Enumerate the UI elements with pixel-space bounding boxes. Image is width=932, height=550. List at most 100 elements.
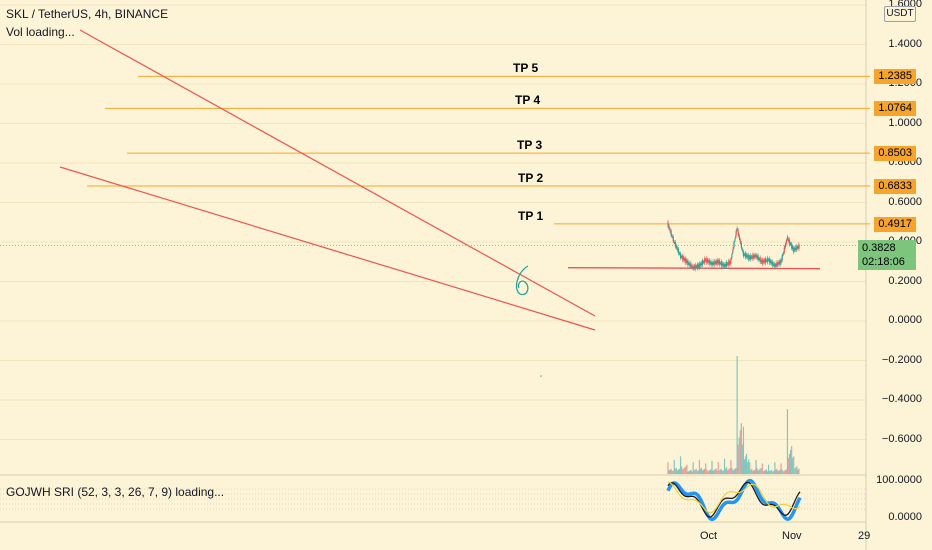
volume-bar bbox=[676, 470, 679, 474]
volume-bar bbox=[755, 459, 757, 474]
candle-body bbox=[719, 263, 721, 265]
volume-bar bbox=[742, 426, 745, 474]
volume-bar bbox=[683, 468, 685, 474]
candle-body bbox=[775, 265, 777, 267]
candle-body bbox=[789, 243, 792, 245]
volume-bar bbox=[726, 467, 728, 474]
candle-body bbox=[736, 228, 738, 230]
volume-bar bbox=[721, 471, 724, 474]
volume-bar bbox=[789, 449, 792, 474]
volume-bar bbox=[669, 469, 671, 474]
candle-body bbox=[679, 253, 682, 259]
volume-bar bbox=[788, 453, 791, 474]
price-tick-label: 1.0000 bbox=[888, 116, 922, 129]
candle-body bbox=[766, 257, 769, 263]
price-tick-label: 0.6000 bbox=[888, 195, 922, 208]
candle-body bbox=[705, 259, 707, 261]
volume-bar bbox=[775, 469, 777, 474]
price-tick-label: −0.4000 bbox=[881, 393, 922, 405]
candle-body bbox=[687, 260, 689, 266]
candle-body bbox=[690, 264, 692, 267]
candle-body bbox=[793, 247, 795, 253]
candle-body bbox=[751, 257, 753, 259]
volume-bar bbox=[752, 471, 754, 474]
candle-body bbox=[684, 258, 686, 261]
candle-body bbox=[755, 254, 757, 258]
candle-body bbox=[722, 263, 725, 267]
candle-body bbox=[772, 261, 774, 267]
candle-body bbox=[783, 247, 785, 253]
volume-bar bbox=[732, 470, 734, 474]
volume-bar bbox=[679, 456, 682, 474]
volume-bar bbox=[715, 468, 717, 474]
tp-price-tag: 1.0764 bbox=[874, 101, 916, 117]
candlestick-series bbox=[667, 219, 801, 272]
currency-button[interactable]: USDT bbox=[884, 6, 916, 22]
candle-body bbox=[683, 257, 685, 260]
volume-bar bbox=[682, 469, 684, 474]
candle-body bbox=[767, 259, 770, 261]
take-profit-lines bbox=[87, 75, 870, 225]
candle-body bbox=[710, 263, 712, 265]
candle-body bbox=[721, 263, 724, 266]
candle-body bbox=[729, 261, 731, 264]
volume-bar bbox=[780, 463, 782, 474]
volume-bar bbox=[727, 470, 729, 474]
wave-6-annotation bbox=[515, 265, 529, 296]
candle-body bbox=[738, 235, 740, 238]
volume-bar bbox=[795, 467, 797, 474]
stray-dot bbox=[540, 375, 542, 377]
tp-price-tag: 0.4917 bbox=[874, 216, 916, 232]
volume-bar bbox=[667, 462, 669, 474]
grid-lines bbox=[0, 4, 866, 510]
price-tick-label: 0.0000 bbox=[888, 314, 922, 326]
time-tick-nov: Nov bbox=[782, 530, 802, 542]
candle-body bbox=[788, 239, 791, 245]
volume-bar bbox=[714, 469, 716, 474]
volume-bar bbox=[730, 459, 732, 474]
volume-bar bbox=[713, 469, 715, 474]
candle-body bbox=[694, 264, 696, 270]
symbol-title[interactable]: SKL / TetherUS, 4h, BINANCE bbox=[6, 7, 169, 21]
volume-bar bbox=[782, 471, 784, 474]
volume-bar bbox=[711, 461, 713, 474]
volume-bar bbox=[754, 469, 756, 474]
candle-body bbox=[752, 254, 754, 260]
volume-bar bbox=[672, 470, 674, 474]
volume-bar bbox=[671, 471, 673, 474]
candle-body bbox=[671, 236, 673, 238]
volume-bar bbox=[690, 469, 692, 474]
candle-body bbox=[675, 245, 677, 248]
indicator-label[interactable]: GOJWH SRI (52, 3, 3, 26, 7, 9) loading..… bbox=[6, 485, 225, 499]
volume-bar bbox=[706, 469, 708, 474]
volume-bar bbox=[773, 471, 775, 474]
tp-label: TP 5 bbox=[513, 61, 539, 76]
candle-body bbox=[734, 239, 736, 241]
candle-body bbox=[781, 255, 783, 261]
volume-bar bbox=[668, 470, 670, 474]
volume-bar bbox=[717, 462, 719, 474]
volume-bar bbox=[739, 430, 741, 474]
indicator-tick-label: 100.0000 bbox=[876, 474, 922, 486]
volume-bar bbox=[750, 469, 752, 474]
volume-bar bbox=[767, 464, 770, 474]
tp-label: TP 2 bbox=[518, 171, 544, 186]
candle-body bbox=[759, 257, 761, 263]
volume-bar bbox=[779, 469, 781, 474]
candle-body bbox=[794, 248, 796, 251]
candle-body bbox=[700, 262, 703, 265]
volume-bar bbox=[749, 462, 751, 474]
candle-body bbox=[747, 255, 749, 258]
volume-bar bbox=[699, 468, 702, 474]
candle-body bbox=[776, 262, 778, 267]
candle-body bbox=[742, 251, 745, 257]
volume-bar bbox=[710, 469, 712, 474]
candle-body bbox=[771, 261, 773, 264]
volume-bar bbox=[736, 356, 738, 474]
candle-body bbox=[692, 266, 694, 269]
volume-bar bbox=[765, 469, 768, 474]
candle-body bbox=[691, 265, 693, 268]
candle-body bbox=[713, 260, 715, 266]
volume-bar bbox=[722, 470, 725, 474]
